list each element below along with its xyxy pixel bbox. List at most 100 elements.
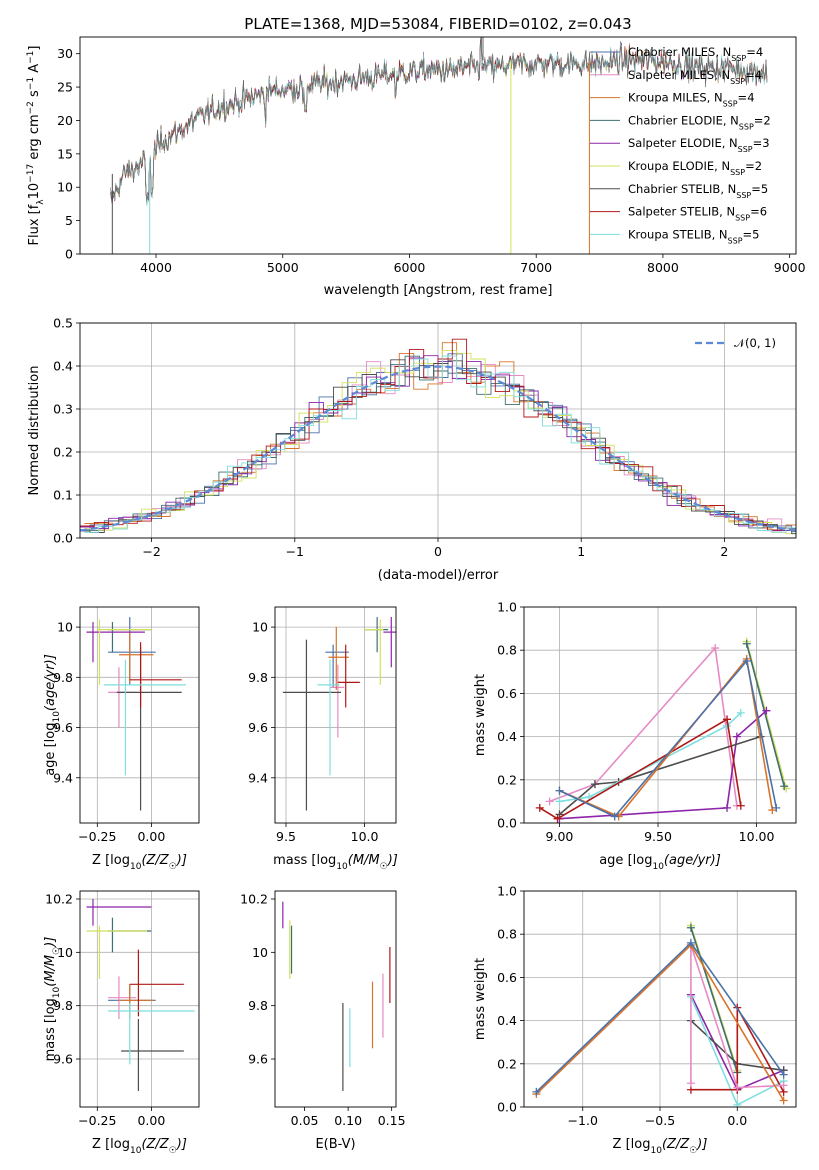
histogram-layer (80, 338, 796, 535)
weight-lines (535, 637, 791, 823)
x-axis-label: wavelength [Angstrom, rest frame] (324, 283, 553, 298)
x-tick-label: 9.00 (546, 829, 574, 844)
spectrum-lines (110, 37, 768, 254)
y-tick-label: 0.4 (53, 359, 73, 374)
errorbar-layer (86, 899, 195, 1091)
y-tick-label: 10 (57, 620, 73, 635)
weight-marker (772, 803, 781, 812)
y-tick-label: 0.2 (53, 445, 73, 460)
x-tick-label: 0.00 (137, 829, 165, 844)
y-tick-label: 9.8 (248, 670, 268, 685)
weight-marker (723, 715, 732, 724)
x-axis-label: Z [log10(Z/Z☉)] (92, 1137, 187, 1156)
errorbar-layer (282, 901, 391, 1091)
y-tick-label: 9.4 (53, 770, 73, 785)
y-tick-label: 9.8 (53, 998, 73, 1013)
y-tick-label: 0.0 (497, 1100, 517, 1115)
weight-line (539, 718, 742, 820)
y-tick-label: 10.2 (240, 892, 268, 907)
panel-weight_vs_age: 9.00 9.50 10.00 0.0 0.2 0.4 0.6 0.8 1.0 age [log1… (473, 600, 797, 872)
legend-entry: Chabrier STELIB, NSSP=5 (628, 182, 768, 200)
x-tick-label: −0.25 (78, 829, 116, 844)
y-tick-label: 9.6 (248, 720, 268, 735)
plot-frame (523, 890, 797, 1108)
normal-reference-curve (80, 365, 796, 532)
weight-line (690, 927, 739, 1073)
y-tick-label: 10 (252, 945, 268, 960)
y-axis-label: Normed distribution (27, 366, 42, 496)
panel-residuals: −2 −1 0 1 2 0.0 0.1 0.2 0.3 0.4 0.5 𝒩(0, 1) (data-mo… (27, 316, 797, 583)
legend-entry: Salpeter MILES, NSSP=4 (628, 68, 762, 86)
y-tick-label: 0.6 (497, 686, 517, 701)
y-tick-label: 0.0 (53, 531, 73, 546)
x-tick-label: 0 (434, 544, 442, 559)
plot-frame (79, 36, 797, 255)
y-tick-label: 15 (57, 146, 73, 161)
weight-marker (742, 657, 751, 665)
x-axis-label: E(B-V) (315, 1137, 355, 1152)
plot-frame (274, 606, 397, 824)
weight-marker (733, 1100, 742, 1107)
weight-marker (736, 801, 745, 810)
weight-lines (532, 921, 788, 1107)
weight-marker (686, 938, 695, 947)
x-tick-label: 6000 (394, 260, 426, 275)
y-tick-label: 10 (252, 620, 268, 635)
weight-marker (732, 732, 741, 741)
panel-mass_vs_Z: −0.25 0.00 9.6 9.8 10 10.2 Z [log10(Z/Z☉)] mass… (43, 890, 200, 1156)
y-tick-label: 9.8 (53, 670, 73, 685)
panel-age_vs_Z: −0.25 0.00 9.4 9.6 9.8 10 Z [log10(Z/Z☉)] age [… (43, 606, 200, 872)
weight-marker (590, 780, 599, 789)
legend-entry: Salpeter STELIB, NSSP=6 (628, 205, 767, 223)
y-axis-label: mass weight (473, 958, 488, 1040)
x-tick-label: 2 (720, 544, 728, 559)
x-tick-label: −1 (286, 544, 304, 559)
y-tick-label: 9.6 (248, 1052, 268, 1067)
plot-frame (274, 890, 397, 1108)
y-tick-label: 20 (57, 113, 73, 128)
weight-marker (610, 812, 619, 821)
x-tick-label: 9.5 (276, 829, 296, 844)
x-tick-label: 0.05 (291, 1113, 319, 1128)
weight-marker (553, 814, 562, 823)
y-tick-label: 0.8 (497, 927, 517, 942)
x-tick-label: −2 (142, 544, 160, 559)
y-tick-label: 10.2 (45, 892, 73, 907)
legend-entry: Kroupa ELODIE, NSSP=2 (628, 159, 762, 177)
legend-entry: Chabrier ELODIE, NSSP=2 (628, 113, 771, 130)
panel-weight_vs_Z: −1.0 −0.5 0.0 0.0 0.2 0.4 0.6 0.8 1.0 Z [log10(Z/… (473, 884, 797, 1156)
weight-line (559, 656, 774, 818)
weight-marker (779, 1096, 788, 1105)
y-tick-label: 25 (57, 80, 73, 95)
y-tick-label: 0.5 (53, 316, 73, 331)
weight-marker (733, 1083, 742, 1092)
y-tick-label: 0.0 (497, 816, 517, 831)
x-tick-label: −0.5 (645, 1113, 675, 1128)
y-axis-label: mass weight (473, 674, 488, 756)
weight-marker (780, 782, 789, 791)
x-tick-label: 1 (577, 544, 585, 559)
weight-marker (736, 708, 745, 717)
weight-line (559, 710, 767, 820)
y-axis-label: Flux [fλ10−17 erg cm−2 s−1 A−1] (26, 46, 46, 246)
errorbar-layer (282, 617, 396, 811)
x-tick-label: 0.15 (378, 1113, 406, 1128)
x-axis-label: mass [log10(M/M☉)] (273, 853, 398, 872)
weight-line (558, 735, 761, 816)
y-tick-label: 9.4 (248, 770, 268, 785)
x-axis-label: (data-model)/error (378, 568, 499, 583)
y-tick-label: 0.4 (497, 729, 517, 744)
x-tick-label: 0.10 (334, 1113, 362, 1128)
weight-marker (686, 1079, 695, 1088)
legend-entry: Kroupa STELIB, NSSP=5 (628, 227, 760, 245)
legend-entry: Salpeter ELODIE, NSSP=3 (628, 136, 770, 154)
weight-marker (779, 1070, 788, 1079)
y-tick-label: 5 (65, 213, 73, 228)
x-tick-label: 5000 (267, 260, 299, 275)
x-axis-label: Z [log10(Z/Z☉)] (92, 853, 187, 872)
weight-line (690, 1007, 785, 1093)
y-tick-label: 0.6 (497, 970, 517, 985)
x-tick-label: 9000 (774, 260, 806, 275)
y-tick-label: 9.6 (53, 720, 73, 735)
panel-mass_vs_ebv: 0.05 0.10 0.15 9.6 9.8 10 10.2 E(B-V) (240, 890, 406, 1152)
